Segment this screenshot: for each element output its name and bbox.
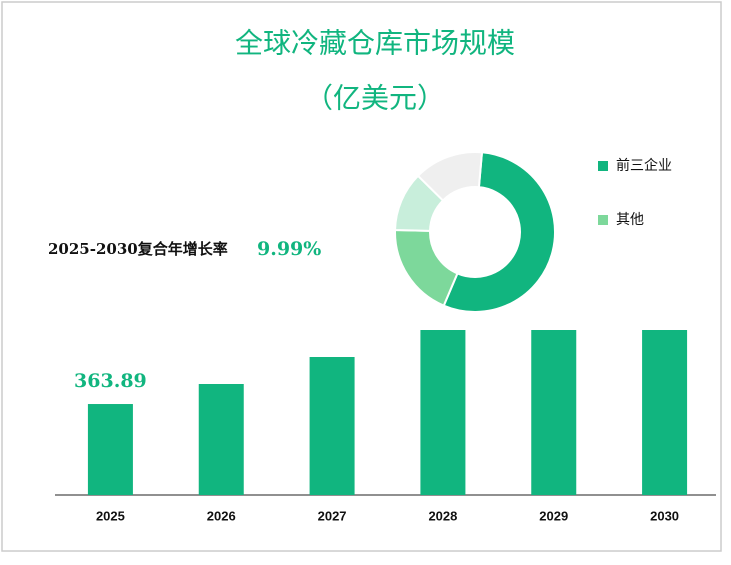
donut-slice <box>416 151 484 202</box>
bar <box>198 384 244 495</box>
cagr-label: 2025-2030复合年增长率 <box>48 240 228 258</box>
x-tick-label: 2029 <box>539 508 568 523</box>
data-label: 363.89 <box>74 370 147 392</box>
bar <box>87 404 133 495</box>
bar <box>642 330 688 495</box>
cagr-value: 9.99% <box>257 238 321 260</box>
x-tick-label: 2025 <box>96 508 125 523</box>
legend-swatch <box>598 215 608 225</box>
bar <box>531 330 577 495</box>
x-tick-label: 2030 <box>650 508 679 523</box>
x-tick-label: 2026 <box>207 508 236 523</box>
x-tick-label: 2028 <box>428 508 457 523</box>
bar <box>309 357 355 495</box>
legend-swatch <box>598 161 608 171</box>
chart-subtitle: （亿美元） <box>305 82 445 115</box>
chart-title: 全球冷藏仓库市场规模 <box>235 27 515 60</box>
legend-label: 前三企业 <box>616 157 672 174</box>
donut-slice <box>442 151 556 313</box>
legend-label: 其他 <box>616 212 644 228</box>
x-tick-label: 2027 <box>318 508 347 523</box>
bar <box>420 330 466 495</box>
